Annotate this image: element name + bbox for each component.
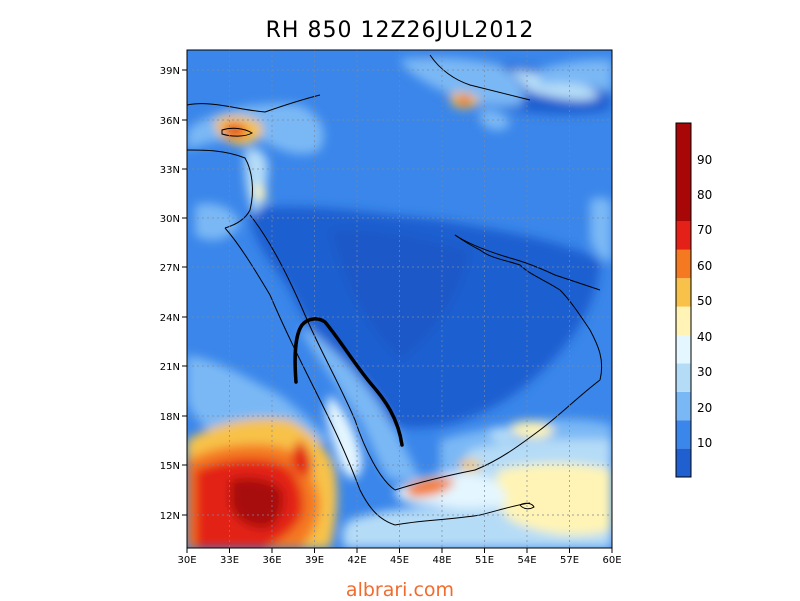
lon-axis-labels: 30E 33E 36E 39E 42E 45E 48E 51E 54E 57E … xyxy=(177,555,621,566)
colorbar-label: 70 xyxy=(697,223,712,237)
lat-lon-grid xyxy=(187,50,612,548)
lat-axis-labels: 12N 15N 18N 21N 24N 27N 30N 33N 36N 39N xyxy=(160,66,180,522)
lat-tick-label: 33N xyxy=(160,165,180,176)
lat-tick-label: 18N xyxy=(160,412,180,423)
colorbar-label: 20 xyxy=(697,401,712,415)
colorbar-label: 40 xyxy=(697,330,712,344)
colorbar-segment xyxy=(676,420,691,449)
lat-tick-label: 36N xyxy=(160,116,180,127)
colorbar-label: 10 xyxy=(697,436,712,450)
lat-tick-label: 27N xyxy=(160,263,180,274)
lat-tick-label: 39N xyxy=(160,66,180,77)
colorbar-segment xyxy=(676,306,691,335)
humidity-field xyxy=(187,50,612,548)
lon-tick-label: 54E xyxy=(517,555,536,566)
colorbar-segment xyxy=(676,448,691,477)
lon-tick-label: 36E xyxy=(262,555,281,566)
lon-tick-label: 51E xyxy=(475,555,494,566)
lat-tick-label: 24N xyxy=(160,313,180,324)
lon-tick-label: 45E xyxy=(390,555,409,566)
colorbar-segment xyxy=(676,391,691,421)
colorbar-segment xyxy=(676,221,691,250)
annotation-curve xyxy=(293,317,404,447)
lat-tick-label: 30N xyxy=(160,214,180,225)
colorbar-segment xyxy=(676,123,691,222)
lon-tick-label: 57E xyxy=(560,555,579,566)
lon-tick-label: 30E xyxy=(177,555,196,566)
watermark: albrari.com xyxy=(345,579,455,601)
colorbar-segment xyxy=(676,278,691,307)
lon-tick-label: 42E xyxy=(347,555,366,566)
colorbar-label: 60 xyxy=(697,259,712,273)
lon-tick-label: 60E xyxy=(602,555,621,566)
colorbar-label: 50 xyxy=(697,294,712,308)
colorbar-segment xyxy=(676,363,691,392)
lon-tick-label: 33E xyxy=(220,555,239,566)
coastlines xyxy=(187,54,603,526)
colorbar-label: 30 xyxy=(697,365,712,379)
colorbar-segment xyxy=(676,249,691,279)
colorbar-label: 80 xyxy=(697,188,712,202)
lat-tick-label: 15N xyxy=(160,461,180,472)
map-title: RH 850 12Z26JUL2012 xyxy=(265,18,535,43)
lat-tick-label: 12N xyxy=(160,511,180,522)
colorbar: 10 20 30 40 50 60 70 80 90 xyxy=(675,122,712,478)
lon-tick-label: 48E xyxy=(432,555,451,566)
lat-tick-label: 21N xyxy=(160,362,180,373)
colorbar-segment xyxy=(676,335,691,364)
lon-tick-label: 39E xyxy=(305,555,324,566)
colorbar-label: 90 xyxy=(697,153,712,167)
